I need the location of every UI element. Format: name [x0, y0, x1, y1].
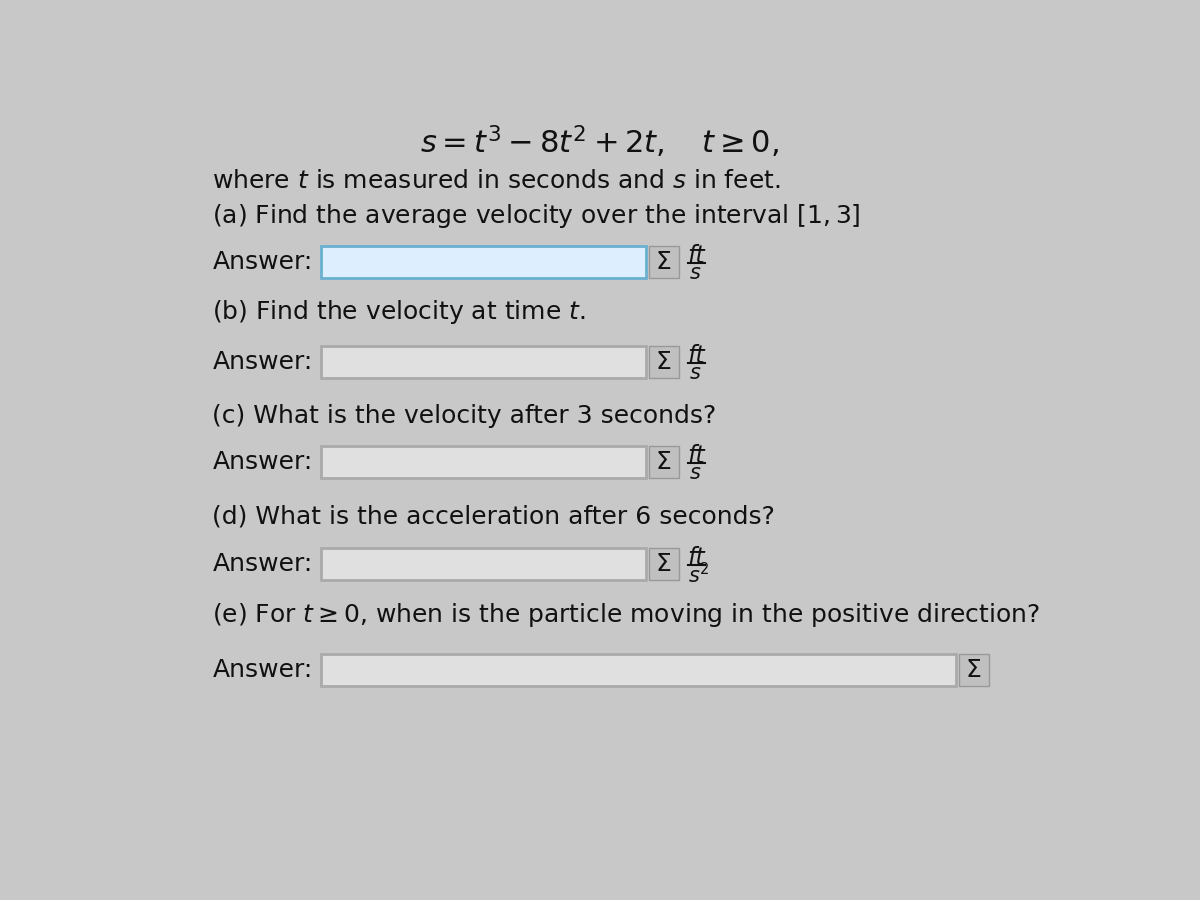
Text: (e) For $t \geq 0$, when is the particle moving in the positive direction?: (e) For $t \geq 0$, when is the particle… — [212, 600, 1040, 629]
Text: s: s — [689, 463, 701, 483]
FancyBboxPatch shape — [959, 654, 989, 687]
Text: Answer:: Answer: — [212, 658, 313, 682]
Text: ft: ft — [688, 545, 706, 570]
Text: Answer:: Answer: — [212, 552, 313, 576]
FancyBboxPatch shape — [649, 446, 678, 479]
Text: (a) Find the average velocity over the interval $[1, 3]$: (a) Find the average velocity over the i… — [212, 202, 860, 230]
Text: s: s — [689, 263, 701, 283]
Text: Σ: Σ — [656, 552, 672, 576]
FancyBboxPatch shape — [320, 548, 646, 580]
Text: Σ: Σ — [656, 350, 672, 374]
FancyBboxPatch shape — [649, 346, 678, 378]
Text: Σ: Σ — [656, 250, 672, 274]
Text: (c) What is the velocity after 3 seconds?: (c) What is the velocity after 3 seconds… — [212, 404, 716, 428]
Text: ft: ft — [688, 244, 706, 268]
Text: ft: ft — [688, 344, 706, 368]
FancyBboxPatch shape — [320, 654, 956, 687]
Text: Answer:: Answer: — [212, 450, 313, 474]
Text: $s^2$: $s^2$ — [688, 562, 709, 587]
Text: (b) Find the velocity at time $t$.: (b) Find the velocity at time $t$. — [212, 298, 586, 326]
Text: Σ: Σ — [966, 658, 982, 682]
Text: s: s — [689, 363, 701, 382]
Text: Σ: Σ — [656, 450, 672, 474]
Text: ft: ft — [688, 444, 706, 468]
Text: (d) What is the acceleration after 6 seconds?: (d) What is the acceleration after 6 sec… — [212, 504, 775, 528]
FancyBboxPatch shape — [320, 446, 646, 479]
Text: Answer:: Answer: — [212, 350, 313, 374]
FancyBboxPatch shape — [320, 346, 646, 378]
FancyBboxPatch shape — [649, 246, 678, 278]
Text: $s = t^3 - 8t^2 + 2t, \quad t \geq 0,$: $s = t^3 - 8t^2 + 2t, \quad t \geq 0,$ — [420, 124, 779, 161]
Text: where $t$ is measured in seconds and $s$ in feet.: where $t$ is measured in seconds and $s$… — [212, 169, 780, 194]
Text: Answer:: Answer: — [212, 250, 313, 274]
FancyBboxPatch shape — [649, 548, 678, 580]
Bar — [197, 116, 1018, 778]
FancyBboxPatch shape — [320, 246, 646, 278]
